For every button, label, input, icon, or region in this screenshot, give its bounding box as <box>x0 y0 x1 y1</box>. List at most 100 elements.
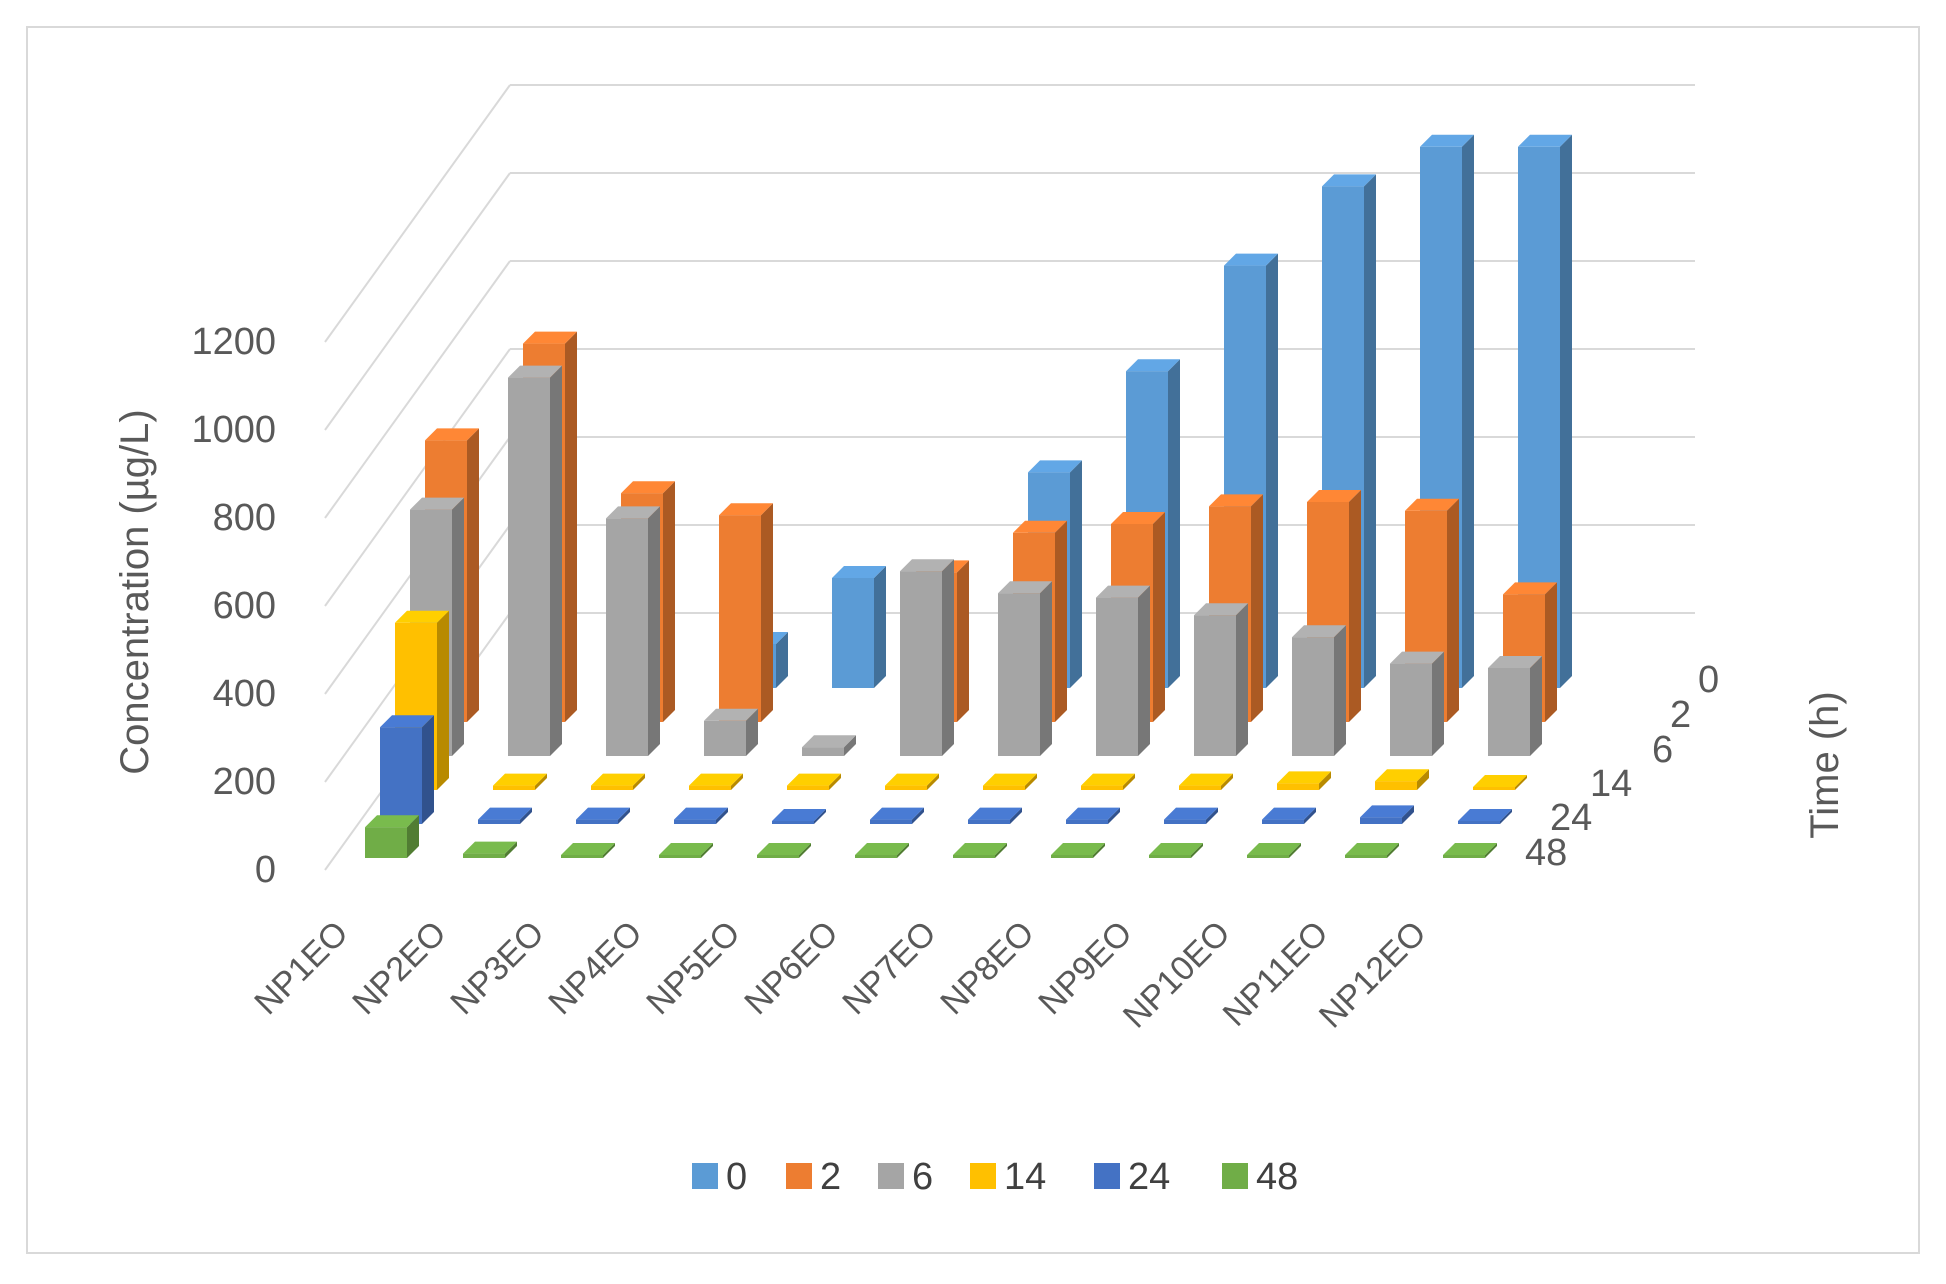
bar <box>1247 843 1301 858</box>
x-tick-label: NP8EO <box>933 914 1041 1022</box>
bar-front <box>968 819 1010 824</box>
bar-top <box>1518 134 1572 147</box>
bar-front <box>704 720 746 756</box>
bar-side <box>1530 656 1542 756</box>
legend-item: 2 <box>786 1156 841 1198</box>
bar <box>787 773 841 790</box>
bar-top <box>395 610 449 623</box>
bar-side <box>505 841 517 858</box>
bar-top <box>561 843 615 855</box>
bar-front <box>591 785 633 790</box>
legend-label: 48 <box>1256 1156 1298 1198</box>
bar-side <box>633 773 645 790</box>
bar-side <box>1349 490 1361 722</box>
bar-front <box>1081 785 1123 790</box>
bar <box>689 773 743 790</box>
bar-side <box>1108 807 1120 824</box>
bar-front <box>900 571 942 756</box>
bars <box>365 134 1572 858</box>
bar <box>772 809 826 824</box>
bar <box>968 807 1022 824</box>
bar-side <box>1560 134 1572 689</box>
bar-front <box>870 819 912 824</box>
bar-front <box>757 855 799 858</box>
bar-front <box>787 785 829 790</box>
bar-top <box>1194 603 1248 616</box>
x-axis-ticks: NP1EONP2EONP3EONP4EONP5EONP6EONP7EONP8EO… <box>247 914 1433 1036</box>
bar <box>832 566 886 688</box>
bar-top <box>508 365 562 378</box>
depth-tick-label: 2 <box>1670 694 1691 736</box>
bar-top <box>870 807 924 820</box>
legend-label: 6 <box>912 1156 933 1198</box>
bar-top <box>659 843 713 855</box>
bar-front <box>1458 821 1500 824</box>
bar-top <box>1292 625 1346 638</box>
bar-side <box>942 559 954 756</box>
bar-side <box>912 807 924 824</box>
bar-front <box>1051 855 1093 858</box>
bar-front <box>1292 637 1334 756</box>
bar-side <box>1093 843 1105 858</box>
bar-side <box>1191 843 1203 858</box>
bar-top <box>1051 843 1105 855</box>
bar-front <box>576 819 618 824</box>
bar-side <box>1462 134 1474 689</box>
bar-front <box>855 855 897 858</box>
legend-swatch <box>1222 1163 1248 1189</box>
bar-top <box>1277 771 1331 784</box>
bar <box>1179 773 1233 790</box>
bar-top <box>621 481 675 494</box>
bar <box>1262 807 1316 824</box>
x-tick-label: NP7EO <box>835 914 943 1022</box>
bar-front <box>1149 855 1191 858</box>
bar-top <box>1488 656 1542 668</box>
bar-top <box>1126 359 1180 372</box>
bar <box>478 807 532 824</box>
bar-side <box>1266 253 1278 688</box>
bar-top <box>787 773 841 786</box>
bar-front <box>1066 819 1108 824</box>
bar-front <box>1262 819 1304 824</box>
bar-front <box>380 727 422 824</box>
y-tick-label: 200 <box>213 761 276 803</box>
bar <box>1051 843 1105 858</box>
bar-top <box>1473 775 1527 787</box>
y-axis-title: Concentration (µg/L) <box>113 409 157 774</box>
series-48 <box>365 815 1497 858</box>
bar-side <box>467 428 479 722</box>
bar-front <box>772 821 814 824</box>
bar <box>802 735 856 756</box>
bar-side <box>1447 498 1459 722</box>
bar-side <box>1515 775 1527 790</box>
bar <box>1096 585 1150 756</box>
bar-side <box>1236 603 1248 756</box>
bar-top <box>365 815 419 828</box>
bar-top <box>1405 498 1459 511</box>
bar-top <box>900 559 954 572</box>
bar-front <box>1375 781 1417 790</box>
depth-tick-label: 14 <box>1590 763 1632 805</box>
bar-side <box>1168 359 1180 688</box>
x-tick-label: NP2EO <box>345 914 453 1022</box>
bar-top <box>1028 460 1082 473</box>
gridline-side <box>324 348 511 607</box>
bar-side <box>1364 174 1376 688</box>
bar-side <box>776 632 788 688</box>
bar-side <box>1055 520 1067 722</box>
bar-front <box>674 819 716 824</box>
gridline-side <box>324 84 511 343</box>
bar-top <box>591 773 645 786</box>
bar-front <box>1473 787 1515 790</box>
bar-front <box>1360 817 1402 824</box>
x-tick-label: NP4EO <box>541 914 649 1022</box>
bar-side <box>603 843 615 858</box>
bar-top <box>380 715 434 728</box>
y-tick-label: 0 <box>255 849 276 891</box>
depth-tick-label: 24 <box>1550 797 1592 839</box>
bar-side <box>1485 843 1497 858</box>
bar <box>674 807 728 824</box>
bar-top <box>1179 773 1233 786</box>
bar-front <box>1345 855 1387 858</box>
